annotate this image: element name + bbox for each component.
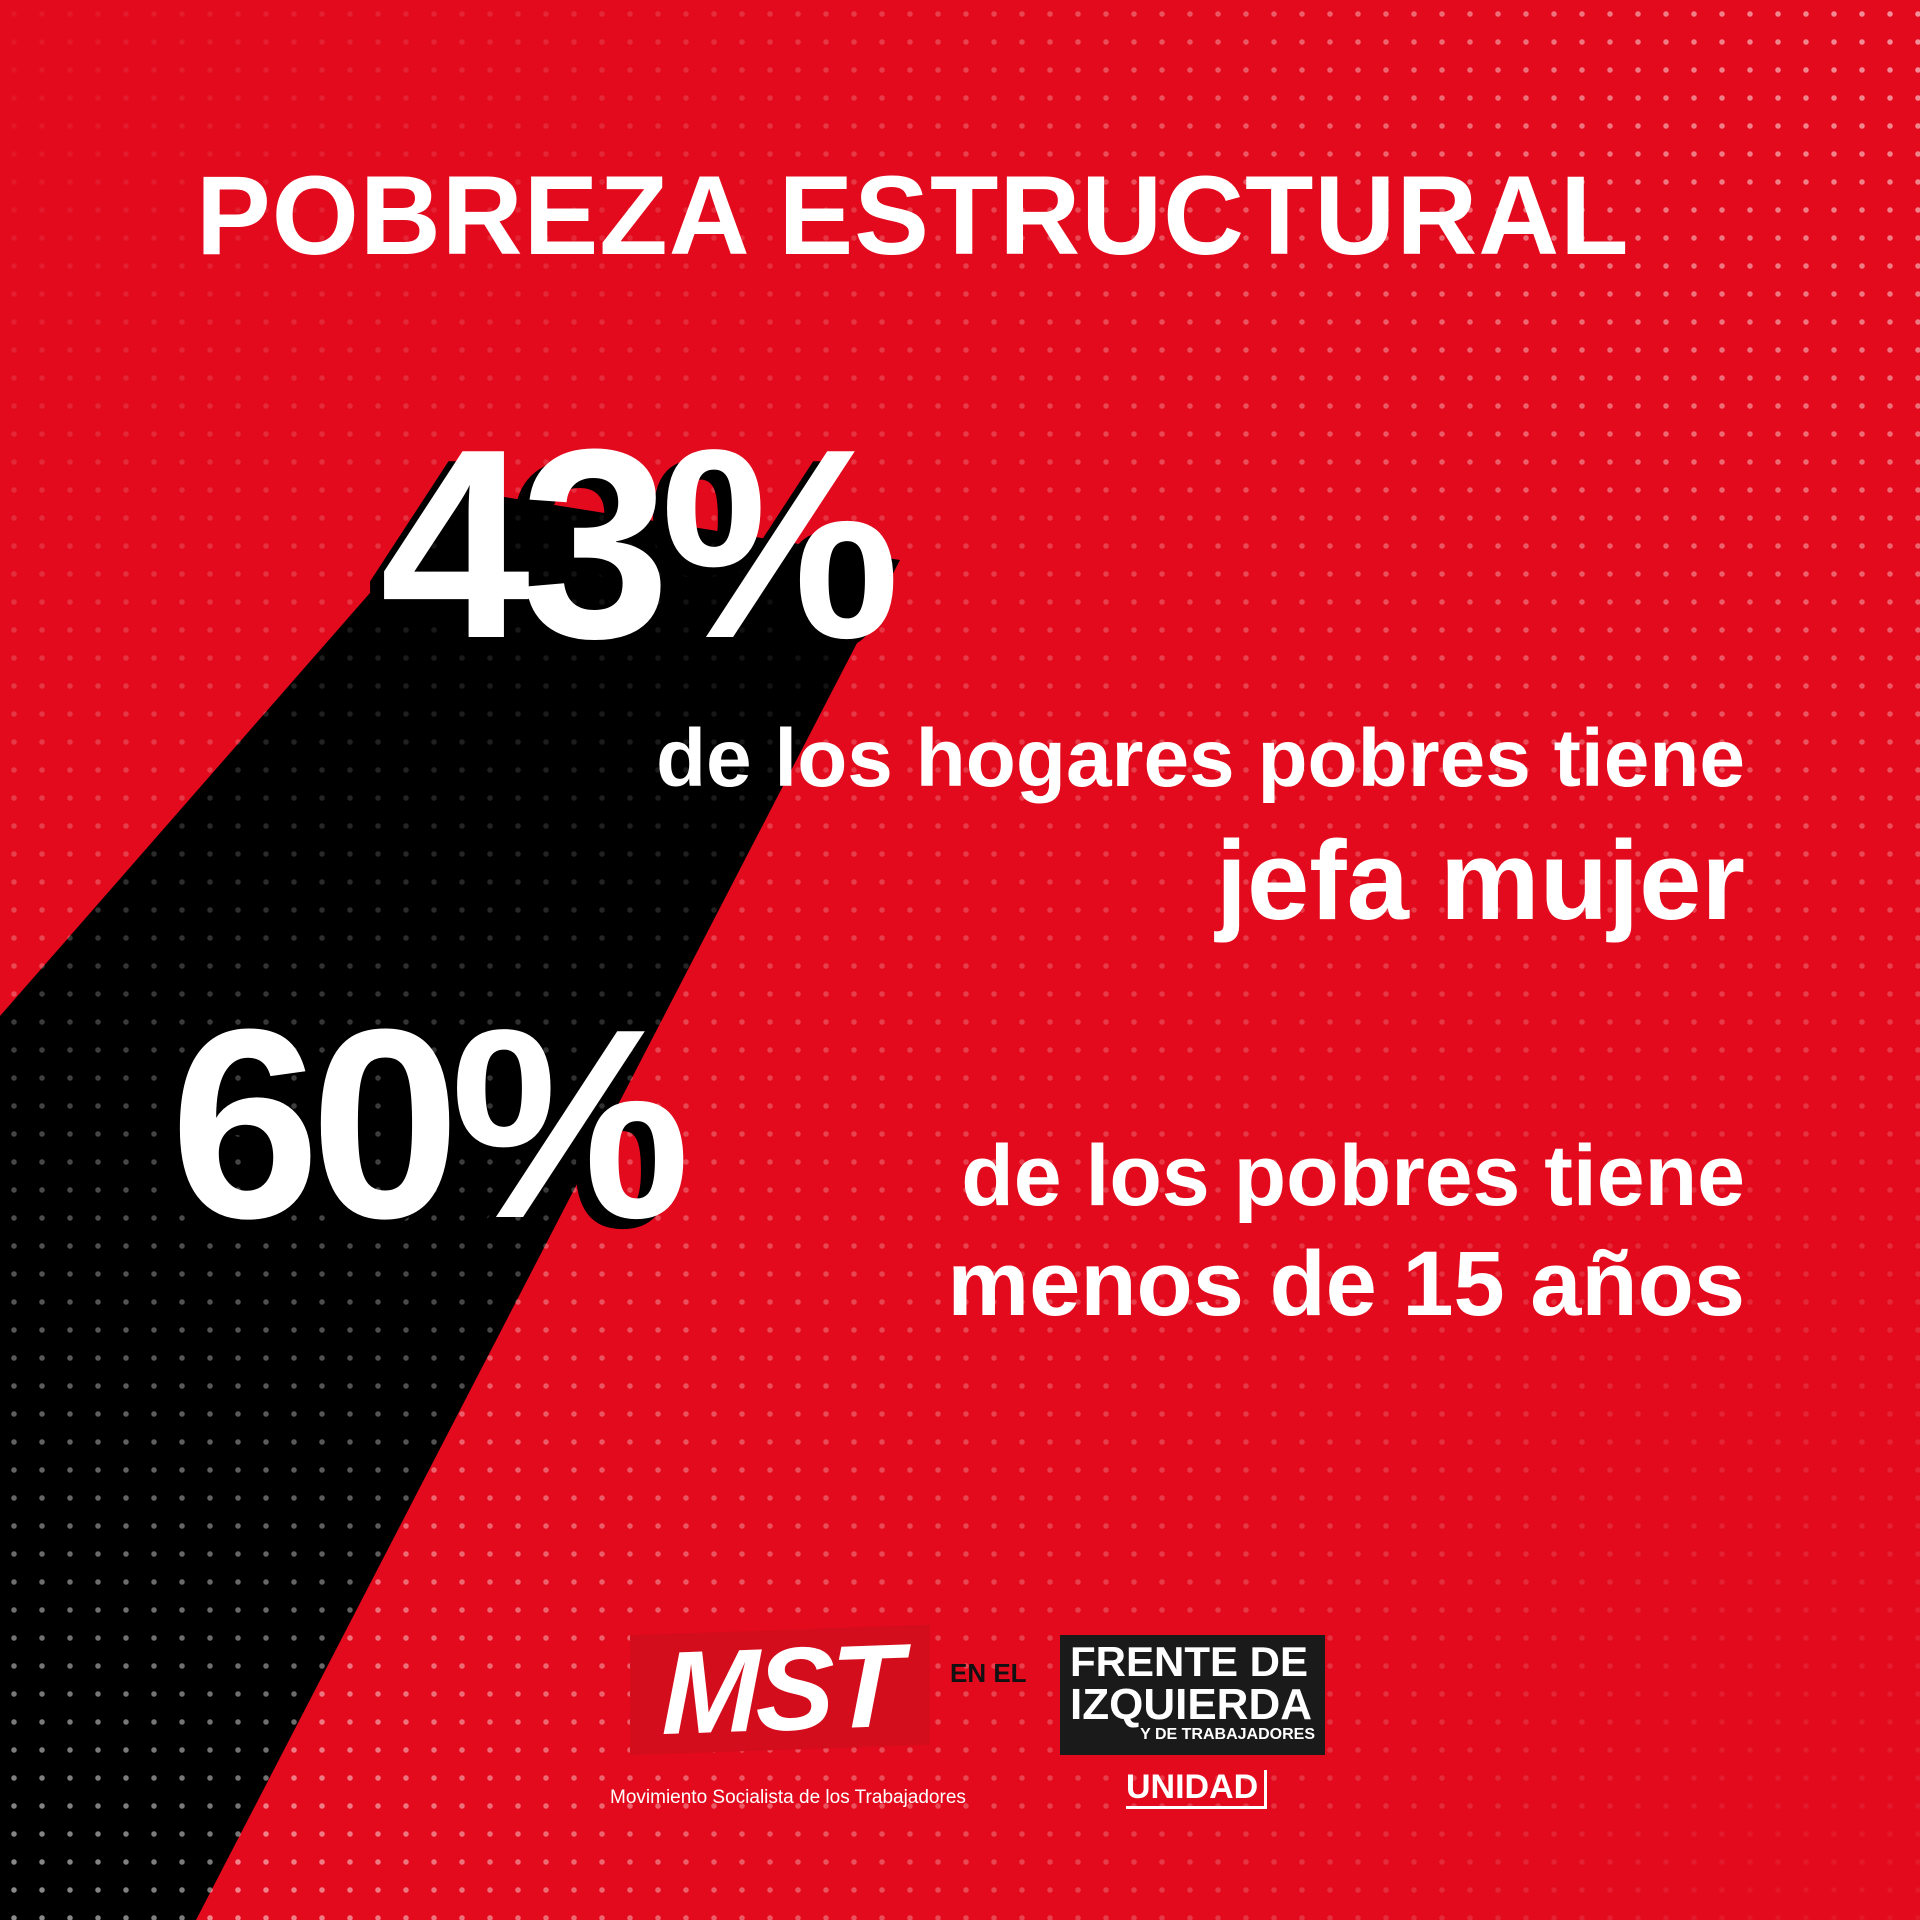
fit-line1: FRENTE DE	[1070, 1638, 1309, 1685]
unidad-label: UNIDAD	[1126, 1770, 1268, 1809]
fit-line3: Y DE TRABAJADORES	[1140, 1726, 1315, 1743]
fit-line2: IZQUIERDA	[1070, 1680, 1312, 1729]
mst-full-name: Movimiento Socialista de los Trabajadore…	[610, 1787, 966, 1808]
stat-43-percent: 43%	[380, 394, 900, 695]
mst-logo-text: MST	[661, 1619, 899, 1761]
mst-logo: MST	[630, 1619, 930, 1761]
fit-logo: FRENTE DE IZQUIERDA Y DE TRABAJADORES	[1060, 1635, 1325, 1755]
stat1-description: de los hogares pobres tiene	[655, 713, 1745, 804]
stat2-highlight: menos de 15 años	[947, 1233, 1745, 1335]
stat-60-percent: 60%	[170, 974, 690, 1275]
connector-text: EN EL	[950, 1658, 1027, 1688]
stat2-description: de los pobres tiene	[961, 1128, 1745, 1224]
page-title: POBREZA ESTRUCTURAL	[196, 153, 1630, 278]
stat1-highlight: jefa mujer	[1215, 818, 1745, 943]
